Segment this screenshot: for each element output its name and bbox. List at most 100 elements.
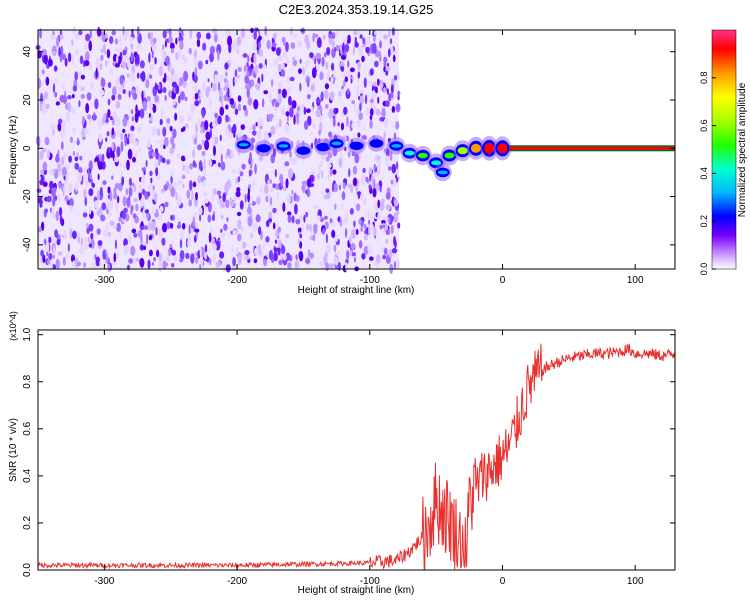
noise-speck xyxy=(131,115,134,122)
noise-speck xyxy=(58,193,61,203)
noise-speck xyxy=(244,75,250,84)
noise-speck xyxy=(393,75,398,81)
noise-speck xyxy=(203,191,208,197)
noise-speck xyxy=(188,47,192,55)
noise-speck xyxy=(100,54,104,62)
noise-speck xyxy=(191,190,194,201)
noise-speck xyxy=(176,152,181,159)
noise-speck xyxy=(327,171,331,182)
noise-speck xyxy=(244,250,250,256)
noise-speck xyxy=(147,259,151,270)
signal-core xyxy=(391,144,402,148)
noise-speck xyxy=(230,151,235,159)
noise-speck xyxy=(301,222,304,233)
noise-speck xyxy=(56,36,60,48)
noise-speck xyxy=(208,247,211,253)
noise-speck xyxy=(286,114,289,123)
noise-speck xyxy=(152,37,157,44)
x-tick-label: -200 xyxy=(227,275,247,286)
noise-speck xyxy=(99,62,103,70)
noise-speck xyxy=(253,53,257,65)
noise-speck xyxy=(152,44,157,53)
noise-speck xyxy=(155,166,159,177)
noise-speck xyxy=(385,70,389,76)
noise-speck xyxy=(298,215,303,221)
noise-speck xyxy=(298,250,304,262)
noise-speck xyxy=(333,68,336,79)
noise-speck xyxy=(182,70,189,82)
noise-speck xyxy=(87,237,91,244)
noise-speck xyxy=(279,173,284,183)
noise-speck xyxy=(148,249,153,257)
noise-speck xyxy=(164,94,167,102)
noise-speck xyxy=(234,108,239,115)
noise-speck xyxy=(109,220,115,226)
noise-speck xyxy=(195,123,199,134)
noise-speck xyxy=(154,192,158,203)
noise-speck xyxy=(390,179,394,185)
noise-speck xyxy=(385,192,391,200)
noise-speck xyxy=(202,42,207,51)
noise-speck xyxy=(54,78,59,84)
noise-speck xyxy=(327,69,330,81)
noise-speck xyxy=(166,117,171,125)
noise-speck xyxy=(375,108,381,116)
noise-speck xyxy=(170,214,173,221)
noise-speck xyxy=(396,161,399,170)
noise-speck xyxy=(281,69,286,77)
noise-speck xyxy=(286,195,291,203)
noise-speck xyxy=(287,95,292,106)
noise-speck xyxy=(164,201,169,208)
noise-speck xyxy=(371,173,374,184)
noise-speck xyxy=(83,243,89,250)
noise-speck xyxy=(275,124,279,130)
noise-speck xyxy=(365,46,370,54)
noise-speck xyxy=(174,112,178,121)
noise-speck xyxy=(280,106,286,116)
noise-speck xyxy=(228,117,231,123)
noise-speck xyxy=(331,229,336,239)
noise-speck xyxy=(313,204,318,210)
noise-speck xyxy=(397,94,400,101)
noise-speck xyxy=(69,205,74,212)
noise-speck xyxy=(57,122,62,132)
noise-speck xyxy=(225,28,229,37)
noise-speck xyxy=(86,92,92,101)
noise-speck xyxy=(368,225,371,236)
noise-speck xyxy=(151,207,154,215)
noise-speck xyxy=(107,98,111,106)
noise-speck xyxy=(367,244,373,254)
noise-speck xyxy=(147,32,151,40)
noise-speck xyxy=(100,77,106,88)
noise-speck xyxy=(154,57,157,65)
noise-speck xyxy=(318,129,322,136)
noise-speck xyxy=(120,140,124,152)
noise-speck xyxy=(234,78,238,83)
noise-speck xyxy=(362,198,367,206)
y-tick-label: 0.0 xyxy=(22,563,33,577)
noise-speck xyxy=(192,181,197,188)
noise-speck xyxy=(205,131,211,141)
noise-speck xyxy=(101,31,106,43)
noise-speck xyxy=(64,195,69,202)
noise-speck xyxy=(369,114,373,121)
noise-speck xyxy=(88,160,93,171)
noise-speck xyxy=(372,81,377,87)
noise-speck xyxy=(259,185,263,195)
noise-speck xyxy=(339,46,343,51)
noise-speck xyxy=(159,118,163,126)
noise-speck xyxy=(341,88,345,94)
noise-speck xyxy=(387,166,392,171)
noise-speck xyxy=(217,115,222,125)
noise-speck xyxy=(319,161,323,168)
noise-speck xyxy=(154,161,159,168)
noise-speck xyxy=(322,34,326,41)
noise-speck xyxy=(154,147,159,155)
noise-speck xyxy=(289,156,295,163)
noise-speck xyxy=(248,126,252,134)
noise-speck xyxy=(274,101,280,108)
y-tick-label: 40 xyxy=(22,46,33,58)
noise-speck xyxy=(225,104,229,110)
noise-speck xyxy=(209,52,215,63)
